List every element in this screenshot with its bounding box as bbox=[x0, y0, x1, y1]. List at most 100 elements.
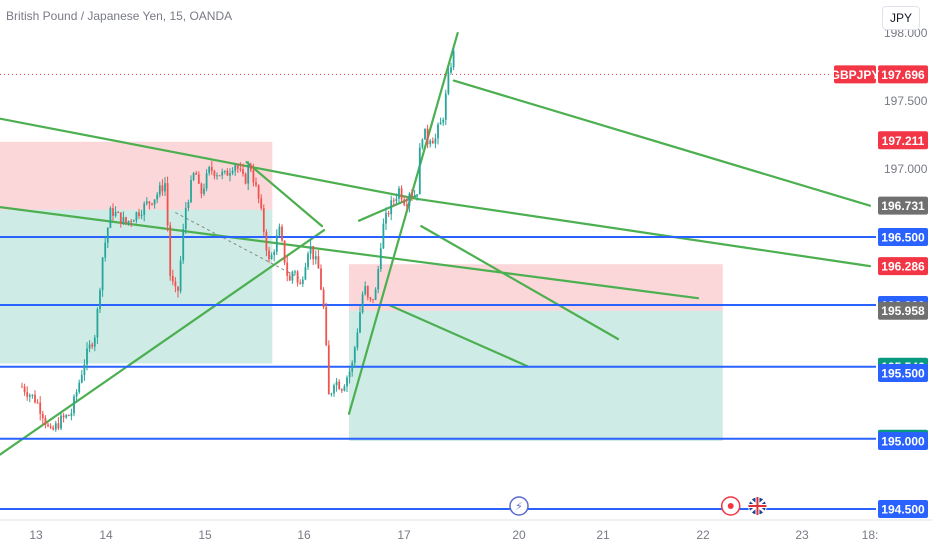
trend-lines bbox=[0, 31, 872, 456]
price-tag-box bbox=[878, 196, 928, 215]
candle-body bbox=[195, 173, 198, 175]
candle-body bbox=[49, 426, 52, 428]
zone-connector bbox=[175, 212, 300, 279]
candle-body bbox=[122, 217, 125, 224]
trend-line[interactable] bbox=[416, 197, 872, 268]
date-tick-label: 21 bbox=[596, 528, 610, 542]
price-tag: 195.500 bbox=[878, 364, 928, 382]
candle-body bbox=[44, 418, 47, 425]
candle-body bbox=[216, 175, 218, 177]
lightning-icon-circle bbox=[509, 496, 529, 516]
candle-body bbox=[265, 231, 268, 251]
currency-button[interactable]: JPY bbox=[882, 6, 920, 30]
candle-body bbox=[88, 344, 91, 349]
candle-body bbox=[138, 212, 140, 217]
candle-body bbox=[314, 256, 317, 260]
candle-body bbox=[96, 308, 99, 338]
lightning-icon-glyph: ⚡ bbox=[515, 500, 523, 513]
symbol-tag-box bbox=[834, 65, 876, 84]
trend-line[interactable] bbox=[452, 79, 872, 207]
candle-body bbox=[405, 204, 408, 206]
candle-body bbox=[127, 220, 130, 224]
date-tick-label: 22 bbox=[696, 528, 710, 542]
candle-body bbox=[200, 183, 203, 194]
candle-body bbox=[338, 381, 341, 390]
candle-body bbox=[65, 415, 68, 418]
lightning-icon[interactable]: ⚡ bbox=[509, 496, 529, 516]
candle-body bbox=[421, 139, 424, 148]
candle-body bbox=[31, 394, 34, 396]
trend-line[interactable] bbox=[420, 225, 620, 341]
trend-line[interactable] bbox=[0, 229, 326, 456]
candle-body bbox=[130, 220, 133, 222]
date-tick-label: 20 bbox=[512, 528, 526, 542]
candle-body bbox=[99, 290, 101, 309]
candle-body bbox=[226, 170, 229, 176]
candle-body bbox=[117, 212, 120, 214]
short-zone bbox=[349, 264, 723, 311]
candle-body bbox=[437, 124, 439, 139]
candle-body bbox=[62, 415, 65, 418]
price-tag-box bbox=[878, 257, 928, 276]
candle-body bbox=[288, 275, 291, 281]
trend-line[interactable] bbox=[245, 161, 324, 228]
candle-body bbox=[395, 198, 398, 202]
candle-body bbox=[348, 371, 351, 378]
candle-body bbox=[353, 347, 356, 363]
candle-body bbox=[291, 271, 294, 281]
candle-body bbox=[374, 289, 377, 300]
candle-body bbox=[93, 337, 96, 347]
candle-body bbox=[190, 179, 192, 203]
trend-line[interactable] bbox=[387, 303, 529, 368]
date-tick-label: 13 bbox=[29, 528, 43, 542]
candle-body bbox=[166, 183, 169, 226]
price-tag-label: 195.500 bbox=[881, 367, 925, 381]
candle-body bbox=[182, 229, 185, 261]
price-tag-label: 196.500 bbox=[881, 231, 925, 245]
candle-body bbox=[296, 271, 299, 283]
candle-body bbox=[148, 201, 151, 204]
candle-body bbox=[119, 212, 122, 224]
price-tag-box bbox=[878, 364, 928, 382]
price-tag-label: 196.731 bbox=[881, 199, 925, 213]
trend-line[interactable] bbox=[347, 31, 459, 415]
candle-body bbox=[153, 199, 156, 205]
candle-body bbox=[223, 170, 226, 172]
position-zones bbox=[0, 141, 723, 441]
candle-body bbox=[252, 170, 255, 183]
long-zone bbox=[349, 310, 723, 441]
symbol-tag-label: GBPJPY bbox=[831, 68, 880, 82]
candle-body bbox=[236, 165, 239, 169]
event-markers: ⚡ bbox=[509, 496, 767, 516]
trend-line[interactable] bbox=[0, 117, 419, 201]
candle-body bbox=[400, 188, 403, 200]
candle-body bbox=[439, 122, 442, 125]
uk-flag-icon[interactable] bbox=[747, 496, 767, 516]
candle-body bbox=[333, 385, 335, 394]
candle-body bbox=[361, 294, 364, 313]
candle-body bbox=[213, 170, 216, 177]
candle-body bbox=[294, 271, 296, 273]
short-zone bbox=[0, 141, 273, 210]
candle-body bbox=[156, 194, 159, 200]
price-tag-box bbox=[878, 228, 928, 246]
candle-body bbox=[257, 185, 260, 199]
candle-body bbox=[398, 188, 400, 199]
candle-body bbox=[416, 194, 419, 196]
candle-body bbox=[101, 257, 104, 291]
candle-body bbox=[91, 344, 94, 347]
candle-body bbox=[57, 423, 60, 429]
candle-body bbox=[221, 171, 224, 176]
trend-line[interactable] bbox=[357, 195, 417, 222]
record-icon[interactable] bbox=[720, 496, 741, 516]
price-tag: 195.958 bbox=[878, 301, 928, 320]
candle-body bbox=[356, 332, 359, 348]
price-tag-box bbox=[878, 500, 928, 518]
candle-body bbox=[255, 182, 257, 186]
candle-body bbox=[177, 286, 179, 291]
candle-body bbox=[114, 212, 117, 216]
candle-body bbox=[307, 253, 309, 268]
trend-line[interactable] bbox=[0, 205, 700, 300]
price-tag-label: 197.696 bbox=[881, 68, 925, 82]
